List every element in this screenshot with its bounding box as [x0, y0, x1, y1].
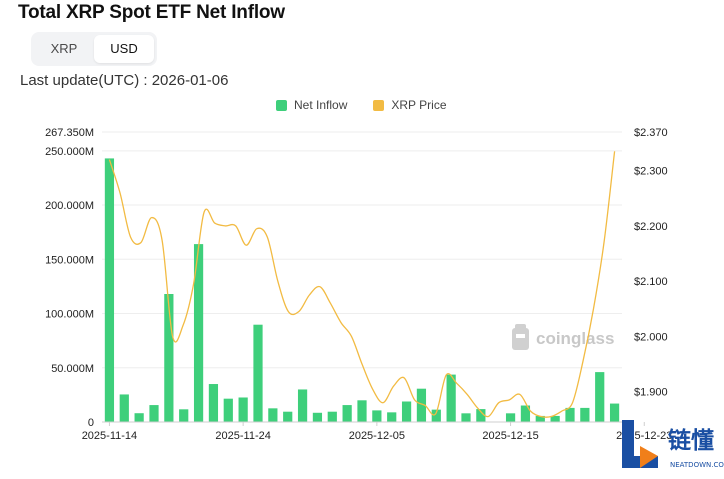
inflow-bar: [119, 394, 129, 422]
coinglass-logo-icon: [512, 324, 529, 350]
inflow-bar: [520, 405, 531, 422]
grid-layer: [102, 131, 622, 369]
toggle-xrp-option[interactable]: XRP: [50, 41, 78, 56]
x-tick-label: 2025-11-24: [215, 430, 270, 442]
inflow-bar: [372, 410, 382, 422]
x-tick-label: 2025-11-14: [82, 430, 137, 442]
inflow-bar: [342, 405, 352, 422]
inflow-bar: [357, 400, 367, 422]
x-tick-label: 2025-12-05: [349, 430, 405, 442]
inflow-bar: [580, 407, 590, 422]
y-left-tick-label: 0: [88, 417, 94, 429]
y-left-tick-label: 267.350M: [45, 127, 94, 139]
chart-legend: Net Inflow XRP Price: [276, 98, 447, 112]
y-left-tick-label: 150.000M: [45, 254, 94, 266]
x-tick-label: 2025-12-15: [482, 430, 538, 442]
y-left-tick-label: 250.000M: [45, 146, 94, 158]
inflow-bar: [208, 384, 219, 422]
inflow-bar: [401, 401, 412, 422]
chart-title: Total XRP Spot ETF Net Inflow: [18, 2, 285, 23]
inflow-bar: [238, 397, 248, 422]
inflow-bar: [476, 409, 486, 422]
inflow-bar: [312, 412, 323, 422]
inflow-bar: [461, 413, 471, 422]
inflow-bar: [387, 412, 397, 422]
legend-swatch-xrp-price: [373, 99, 385, 111]
net-inflow-bars: [104, 158, 620, 422]
y-right-tick-label: $2.100: [634, 276, 668, 288]
inflow-bar: [565, 407, 575, 422]
y-left-tick-label: 100.000M: [45, 309, 94, 321]
last-update-text: Last update(UTC) : 2026-01-06: [20, 72, 229, 89]
inflow-bar: [253, 324, 263, 422]
legend-label-xrp-price: XRP Price: [391, 98, 447, 112]
inflow-bar: [179, 409, 189, 422]
y-right-tick-label: $1.900: [634, 387, 668, 399]
legend-item-net-inflow[interactable]: Net Inflow: [276, 98, 347, 112]
inflow-bar: [193, 244, 204, 422]
neatdown-cn-text: 链懂: [668, 427, 714, 454]
inflow-bar: [550, 415, 560, 422]
inflow-bar: [535, 415, 545, 422]
inflow-bar: [609, 403, 620, 422]
y-right-tick-label: $2.300: [634, 166, 668, 178]
neatdown-logo: 链懂 NEATDOWN.COM: [618, 410, 724, 474]
inflow-bar: [446, 374, 456, 422]
legend-item-xrp-price[interactable]: XRP Price: [373, 98, 447, 112]
neatdown-logo-icon: 链懂 NEATDOWN.COM: [622, 420, 724, 469]
inflow-bar: [327, 411, 337, 422]
inflow-bar: [164, 294, 174, 422]
y-left-tick-label: 200.000M: [45, 200, 94, 212]
inflow-bar: [149, 405, 159, 422]
inflow-bar: [595, 372, 605, 422]
legend-label-net-inflow: Net Inflow: [294, 98, 348, 112]
watermark-text: coinglass: [536, 329, 614, 348]
coinglass-watermark: coinglass: [512, 324, 614, 350]
inflow-bar: [416, 388, 427, 422]
inflow-bar: [223, 398, 233, 422]
neatdown-url-text: NEATDOWN.COM: [670, 461, 724, 469]
axes: 0 50.000M 100.000M 150.000M 200.000M 250.000M…: [45, 127, 672, 442]
currency-toggle[interactable]: XRP USD: [31, 32, 157, 66]
y-right-tick-label: $2.370: [634, 127, 668, 139]
y-right-tick-label: $2.000: [634, 331, 668, 343]
inflow-bar: [268, 408, 278, 422]
inflow-bar: [134, 413, 144, 422]
xrp-price-line: [108, 151, 616, 418]
y-left-tick-label: 50.000M: [51, 363, 94, 375]
toggle-usd-option[interactable]: USD: [94, 35, 154, 63]
inflow-bar: [297, 389, 308, 422]
inflow-bar: [104, 158, 115, 422]
y-right-tick-label: $2.200: [634, 221, 668, 233]
inflow-bar: [431, 409, 441, 422]
inflow-bar: [505, 413, 516, 422]
inflow-bar: [283, 411, 293, 422]
legend-swatch-net-inflow: [276, 99, 287, 111]
